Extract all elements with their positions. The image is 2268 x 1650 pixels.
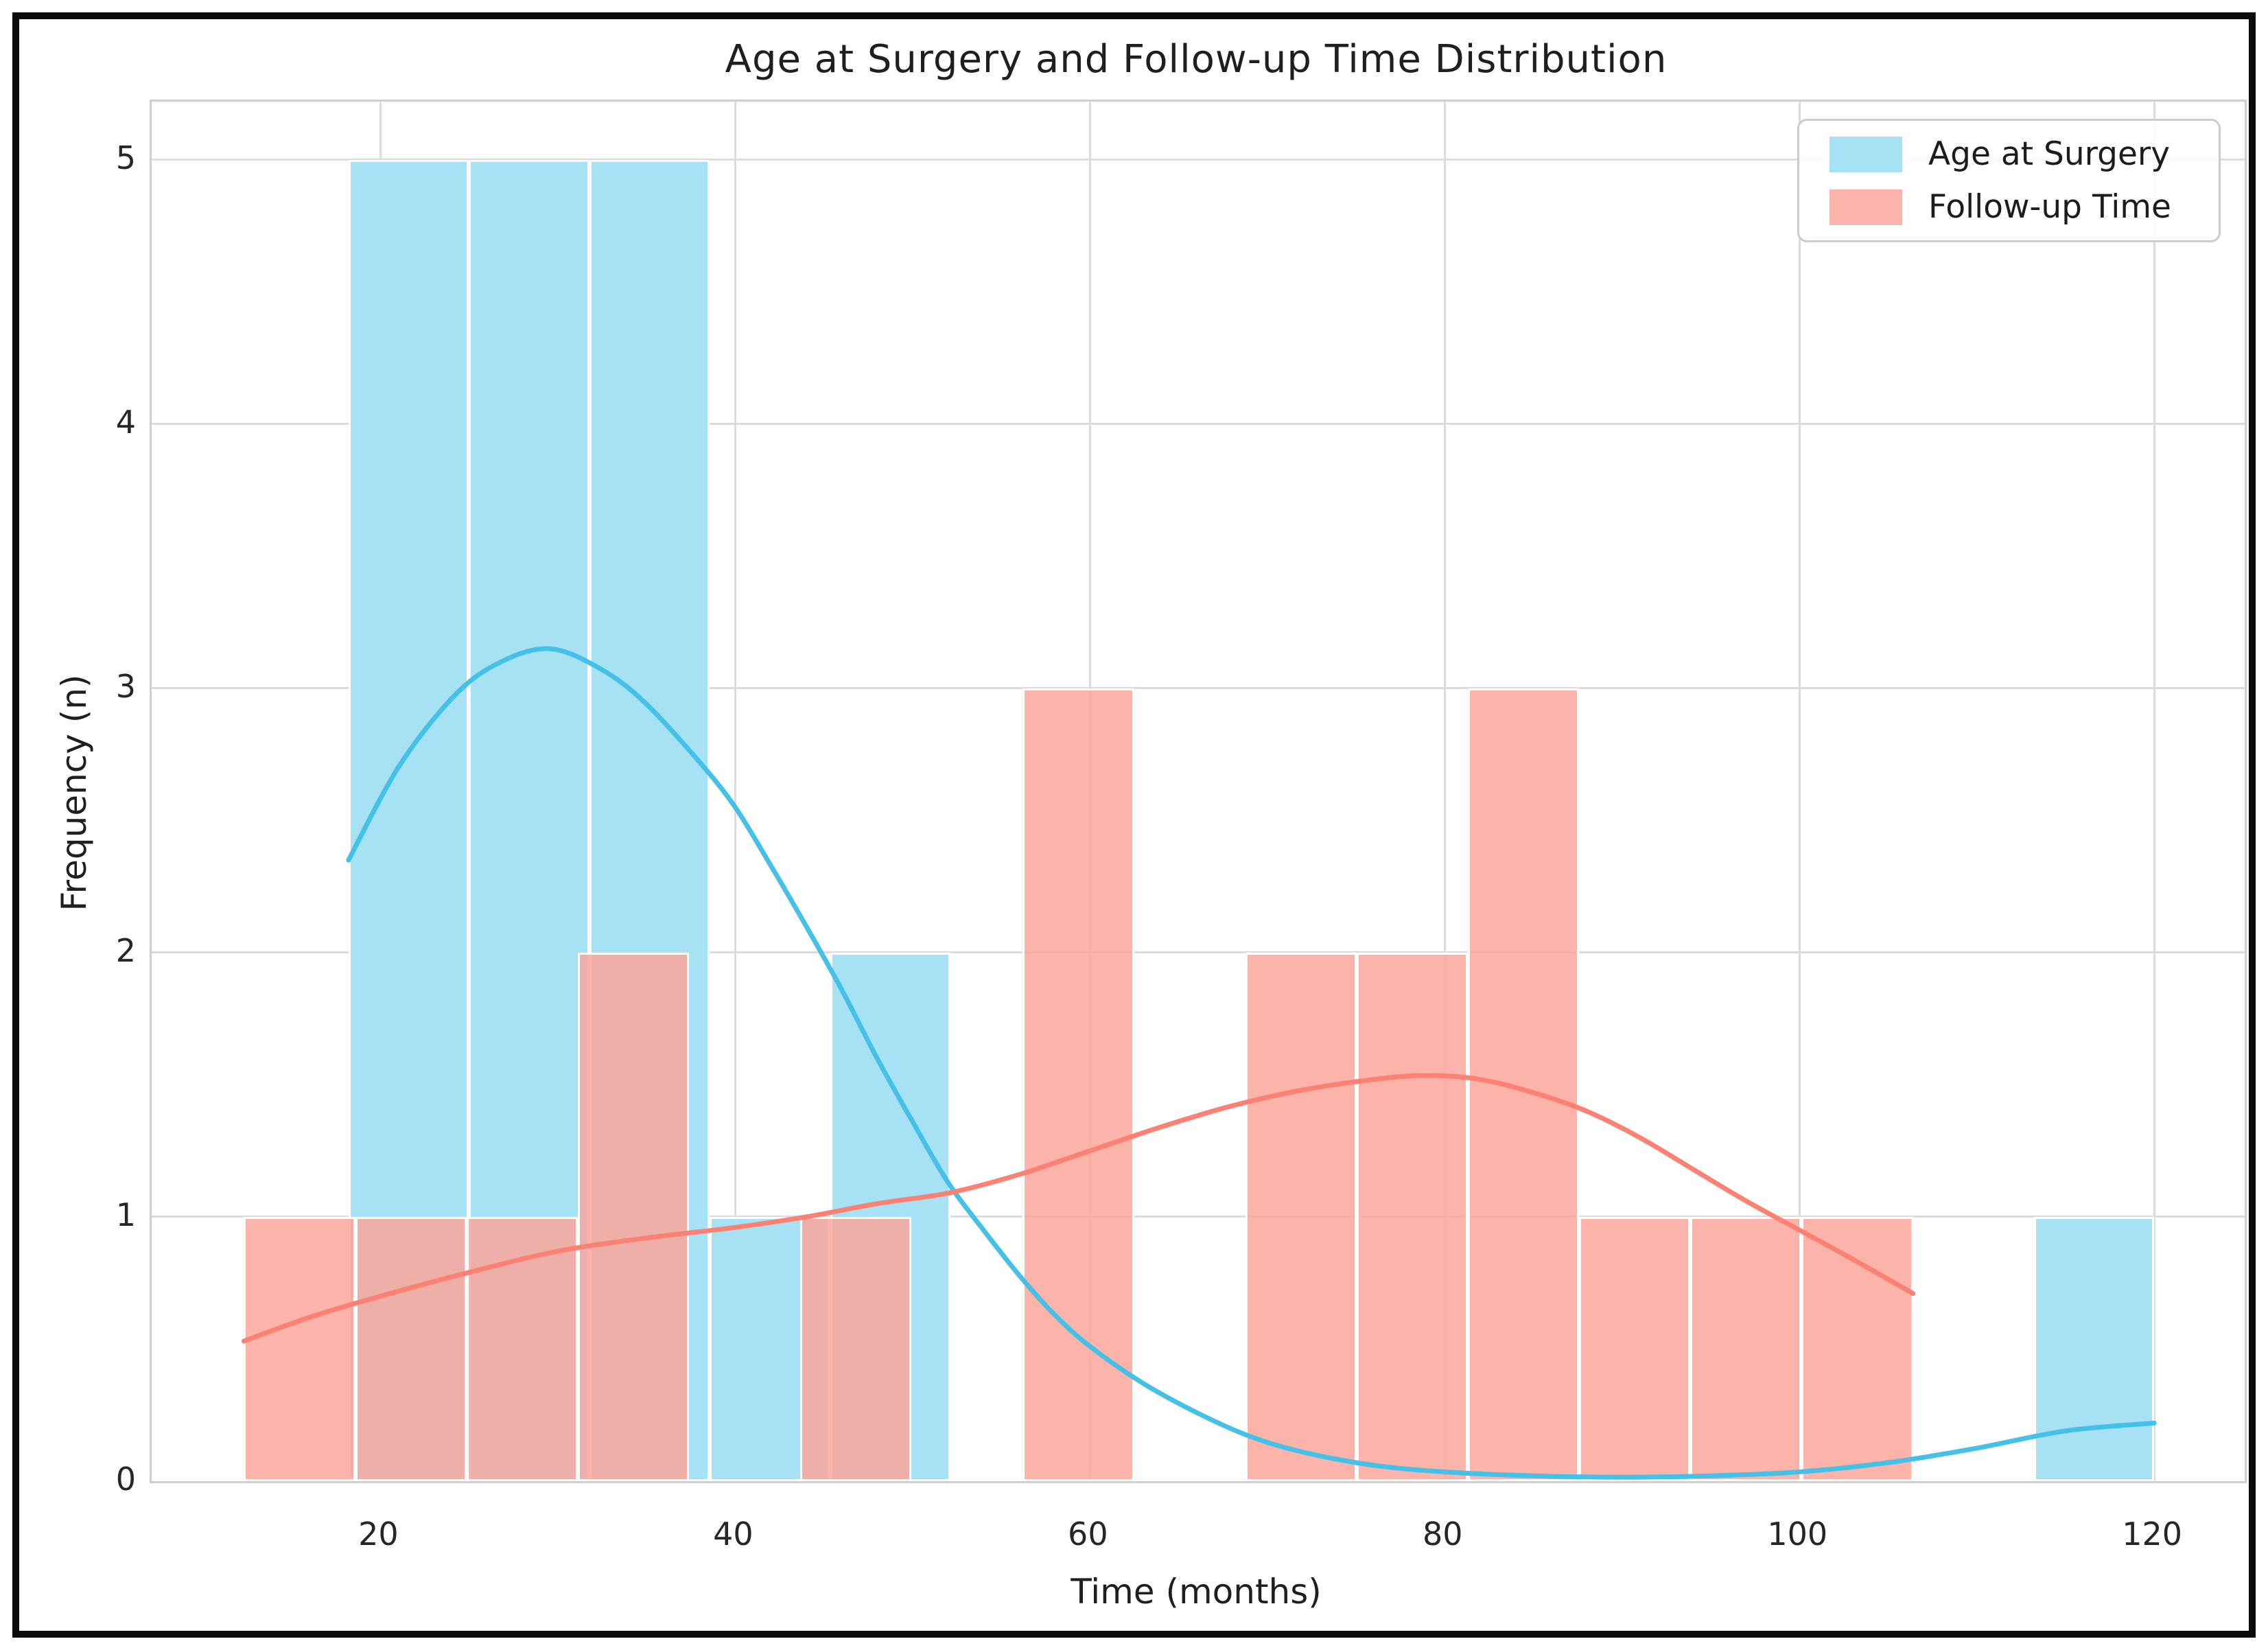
histogram-bar-followup bbox=[800, 1216, 912, 1481]
gridline-vertical bbox=[734, 102, 736, 1481]
kde-curves bbox=[241, 646, 2157, 1480]
histogram-bar-followup bbox=[1579, 1216, 1691, 1481]
x-axis-label: Time (months) bbox=[1071, 1572, 1322, 1612]
histogram-bar-followup bbox=[244, 1216, 355, 1481]
histogram-bar-followup bbox=[355, 1216, 467, 1481]
histogram-bar-followup bbox=[1356, 952, 1468, 1481]
y-tick-label: 2 bbox=[115, 931, 136, 969]
chart-title: Age at Surgery and Follow-up Time Distri… bbox=[725, 37, 1668, 82]
y-tick-label: 5 bbox=[115, 139, 136, 176]
gridline-horizontal bbox=[152, 951, 2245, 954]
x-tick-label: 100 bbox=[1767, 1515, 1828, 1553]
gridline-horizontal bbox=[152, 423, 2245, 426]
x-tick-label: 20 bbox=[358, 1515, 399, 1553]
x-tick-label: 40 bbox=[713, 1515, 753, 1553]
legend-item-age-at-surgery: Age at Surgery bbox=[1829, 135, 2219, 173]
y-axis-label: Frequency (n) bbox=[54, 674, 94, 911]
x-tick-label: 80 bbox=[1422, 1515, 1463, 1553]
histogram-bar-followup bbox=[1467, 688, 1580, 1481]
x-tick-label: 60 bbox=[1068, 1515, 1108, 1553]
histogram-bar-followup bbox=[1245, 952, 1357, 1481]
figure-inner: Age at Surgery and Follow-up Time Distri… bbox=[19, 19, 2249, 1631]
y-tick-label: 0 bbox=[115, 1461, 136, 1498]
histogram-bar-age bbox=[2033, 1216, 2155, 1481]
legend-label: Follow-up Time bbox=[1928, 188, 2171, 226]
legend-swatch-age-icon bbox=[1829, 136, 1902, 172]
y-tick-label: 1 bbox=[115, 1196, 136, 1233]
kde-curve-age bbox=[346, 646, 2157, 1480]
plot-area bbox=[150, 100, 2247, 1483]
legend-label: Age at Surgery bbox=[1928, 135, 2171, 173]
gridline-horizontal bbox=[152, 1216, 2245, 1218]
y-tick-label: 3 bbox=[115, 667, 136, 705]
legend: Age at Surgery Follow-up Time bbox=[1797, 119, 2221, 242]
histogram-bar-followup bbox=[577, 952, 689, 1481]
gridline-horizontal bbox=[152, 159, 2245, 161]
x-tick-label: 120 bbox=[2122, 1515, 2183, 1553]
figure-border: Age at Surgery and Follow-up Time Distri… bbox=[12, 12, 2256, 1638]
gridline-vertical bbox=[1798, 102, 1801, 1481]
legend-item-follow-up-time: Follow-up Time bbox=[1829, 188, 2219, 226]
gridline-vertical bbox=[2153, 102, 2155, 1481]
kde-curve-followup bbox=[241, 1073, 1916, 1344]
histogram-bar-followup bbox=[1022, 688, 1134, 1481]
histogram-bar-followup bbox=[1690, 1216, 1802, 1481]
y-tick-label: 4 bbox=[115, 403, 136, 441]
legend-swatch-followup-icon bbox=[1829, 189, 1902, 225]
gridline-horizontal bbox=[152, 687, 2245, 690]
gridline-vertical bbox=[1443, 102, 1446, 1481]
